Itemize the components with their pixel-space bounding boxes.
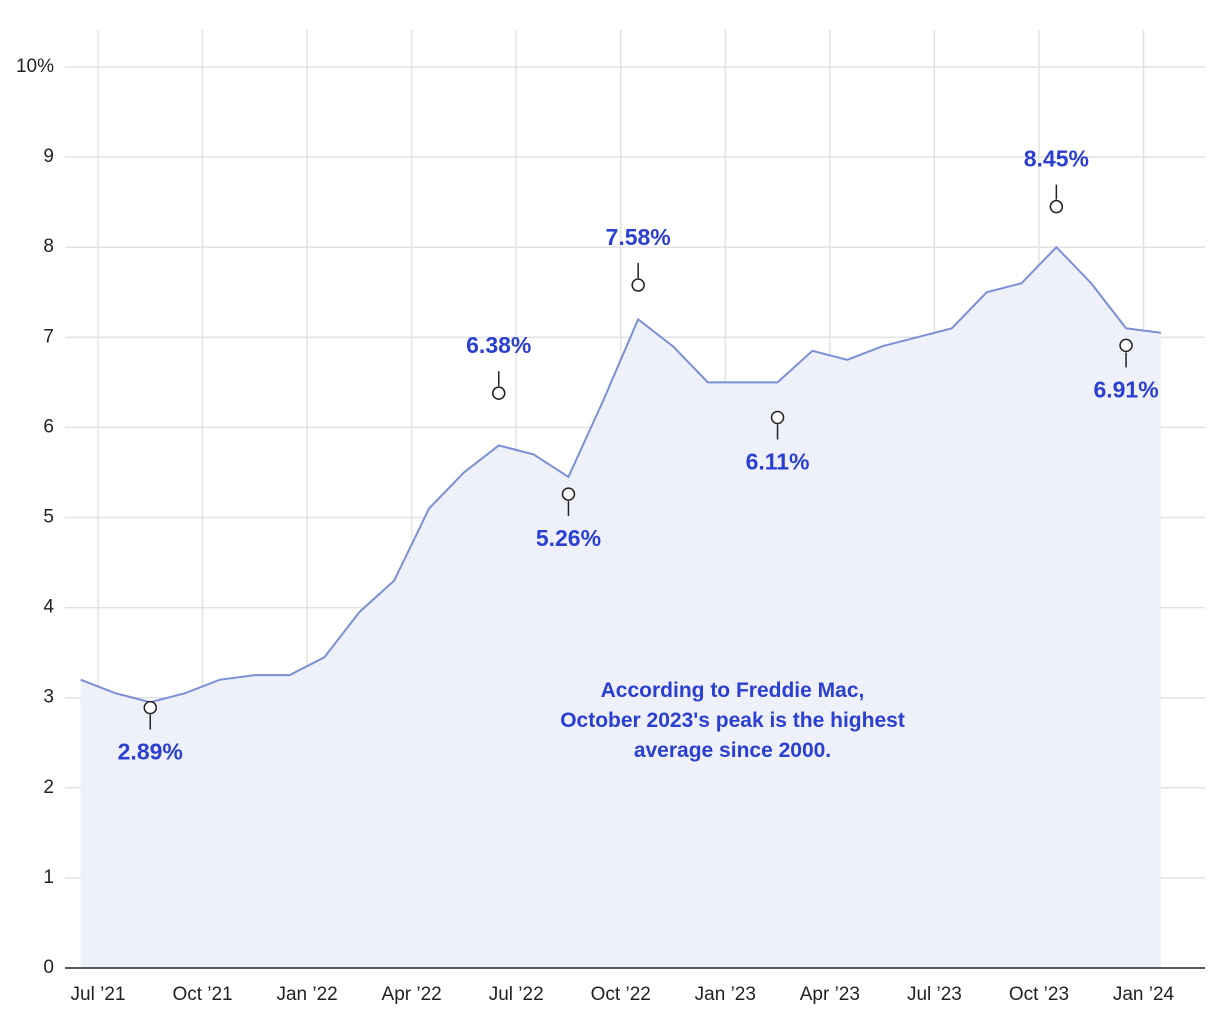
x-tick-label: Jan ’24: [1113, 984, 1175, 1005]
y-tick-label: 4: [43, 597, 54, 618]
annotation-marker: [1049, 199, 1064, 214]
y-tick-label: 9: [43, 146, 54, 167]
y-tick-label: 5: [43, 507, 54, 528]
annotation-label: 5.26%: [536, 525, 601, 551]
annotation-label: 6.11%: [746, 449, 810, 475]
x-tick-label: Oct ’22: [591, 984, 651, 1005]
annotation-label: 6.38%: [466, 332, 531, 358]
annotation-marker: [1119, 338, 1133, 353]
y-tick-label: 7: [43, 326, 54, 347]
x-tick-label: Jul ’21: [71, 984, 126, 1005]
annotation-marker: [770, 410, 785, 425]
y-tick-label: 3: [43, 687, 54, 708]
x-tick-label: Jan ’23: [695, 984, 756, 1005]
y-tick-label: 0: [43, 957, 54, 978]
x-tick-label: Jan ’22: [276, 984, 337, 1005]
annotation-marker: [492, 386, 506, 400]
x-tick-label: Oct ’23: [1009, 984, 1069, 1005]
annotation-marker: [561, 487, 576, 501]
annotation-marker: [143, 700, 157, 715]
x-tick-label: Oct ’21: [172, 984, 232, 1005]
annotation-label: 7.58%: [606, 224, 671, 250]
line: [80, 245, 1162, 704]
annotation-label: 8.45%: [1024, 146, 1089, 172]
x-tick-label: Jul ’22: [489, 984, 544, 1005]
annotation-label: 6.91%: [1093, 376, 1158, 402]
annotation-label: 2.89%: [118, 739, 183, 765]
x-tick-label: Jul ’23: [907, 984, 962, 1005]
y-tick-label: 6: [43, 416, 54, 437]
area-fill: [80, 247, 1161, 968]
annotation-marker: [631, 278, 645, 292]
x-tick-label: Apr ’23: [800, 984, 860, 1005]
y-tick-label: 10%: [16, 56, 54, 77]
y-tick-label: 1: [43, 867, 54, 888]
x-tick-label: Apr ’22: [382, 984, 442, 1005]
note: According to Freddie Mac, October 2023's…: [560, 679, 905, 762]
y-tick-label: 2: [43, 777, 54, 798]
y-tick-label: 8: [43, 236, 54, 257]
